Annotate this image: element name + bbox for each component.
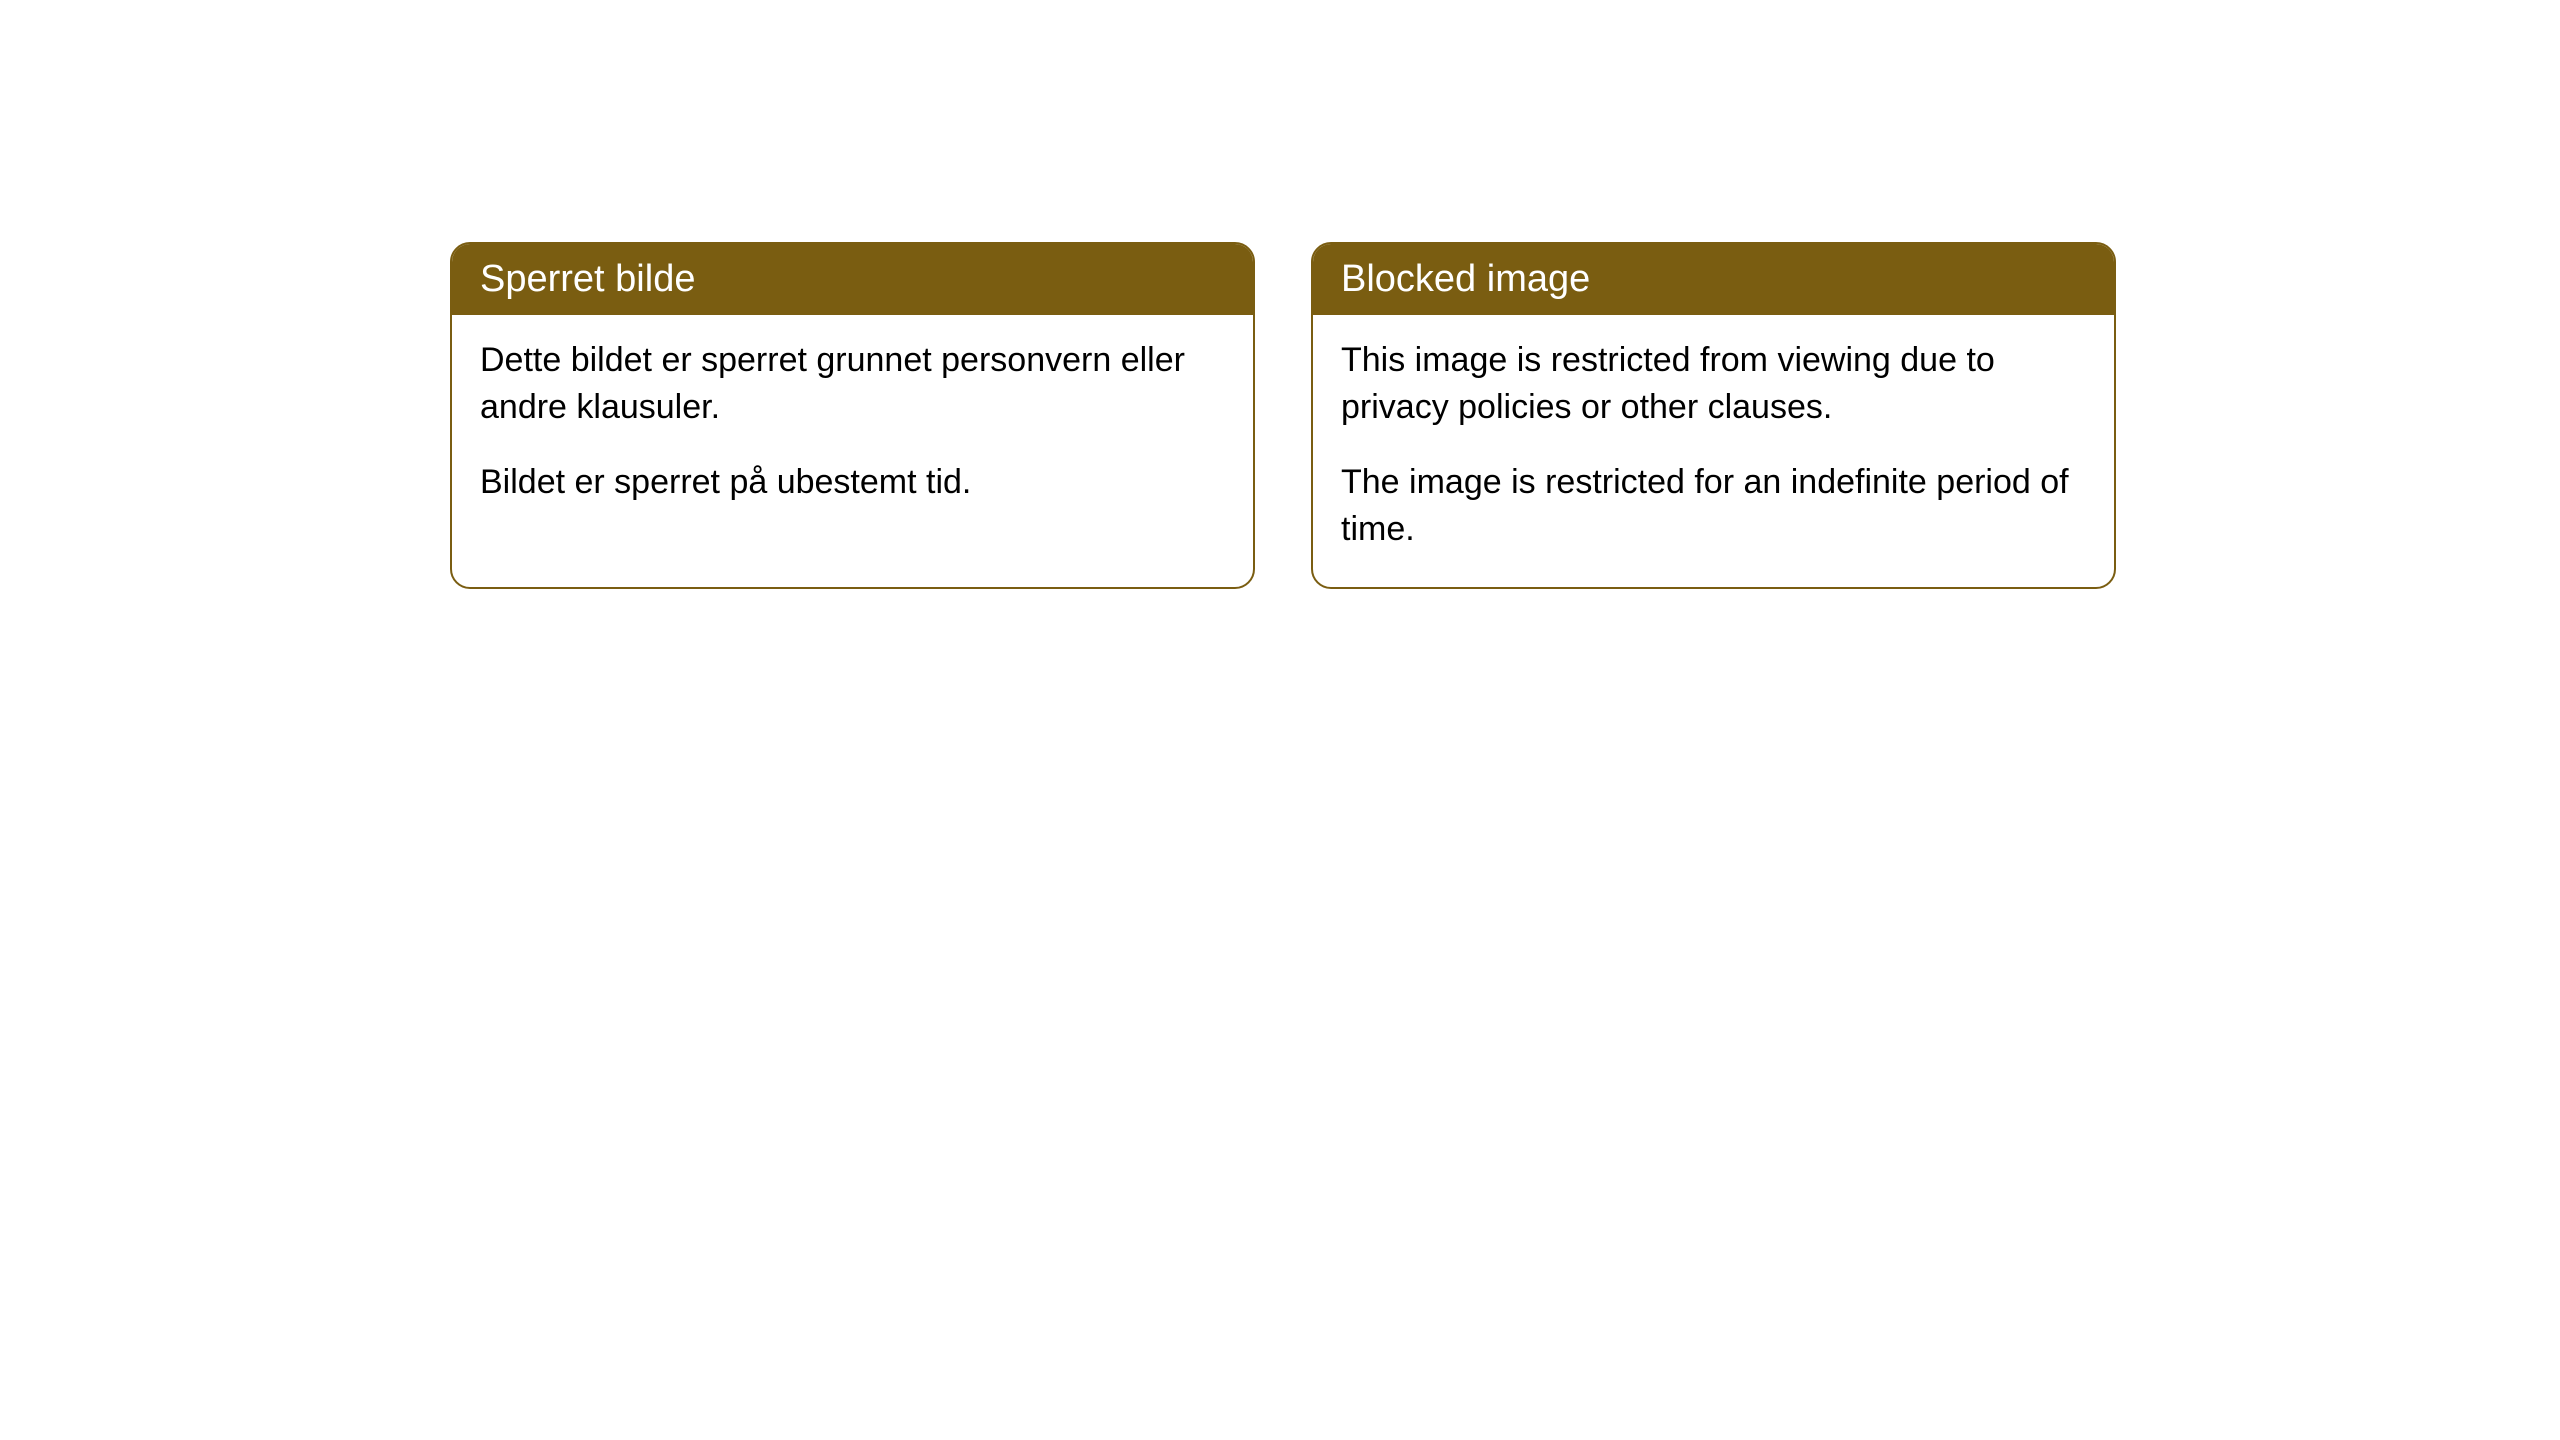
card-paragraph-1: Dette bildet er sperret grunnet personve… [480,337,1225,431]
card-title: Sperret bilde [480,258,695,300]
card-paragraph-1: This image is restricted from viewing du… [1341,337,2086,431]
notice-card-norwegian: Sperret bilde Dette bildet er sperret gr… [450,242,1255,589]
card-paragraph-2: The image is restricted for an indefinit… [1341,459,2086,553]
card-header: Blocked image [1313,244,2114,315]
card-body: This image is restricted from viewing du… [1313,315,2114,587]
card-body: Dette bildet er sperret grunnet personve… [452,315,1253,540]
notice-cards-container: Sperret bilde Dette bildet er sperret gr… [450,242,2116,589]
card-paragraph-2: Bildet er sperret på ubestemt tid. [480,459,1225,506]
notice-card-english: Blocked image This image is restricted f… [1311,242,2116,589]
card-header: Sperret bilde [452,244,1253,315]
card-title: Blocked image [1341,258,1590,300]
